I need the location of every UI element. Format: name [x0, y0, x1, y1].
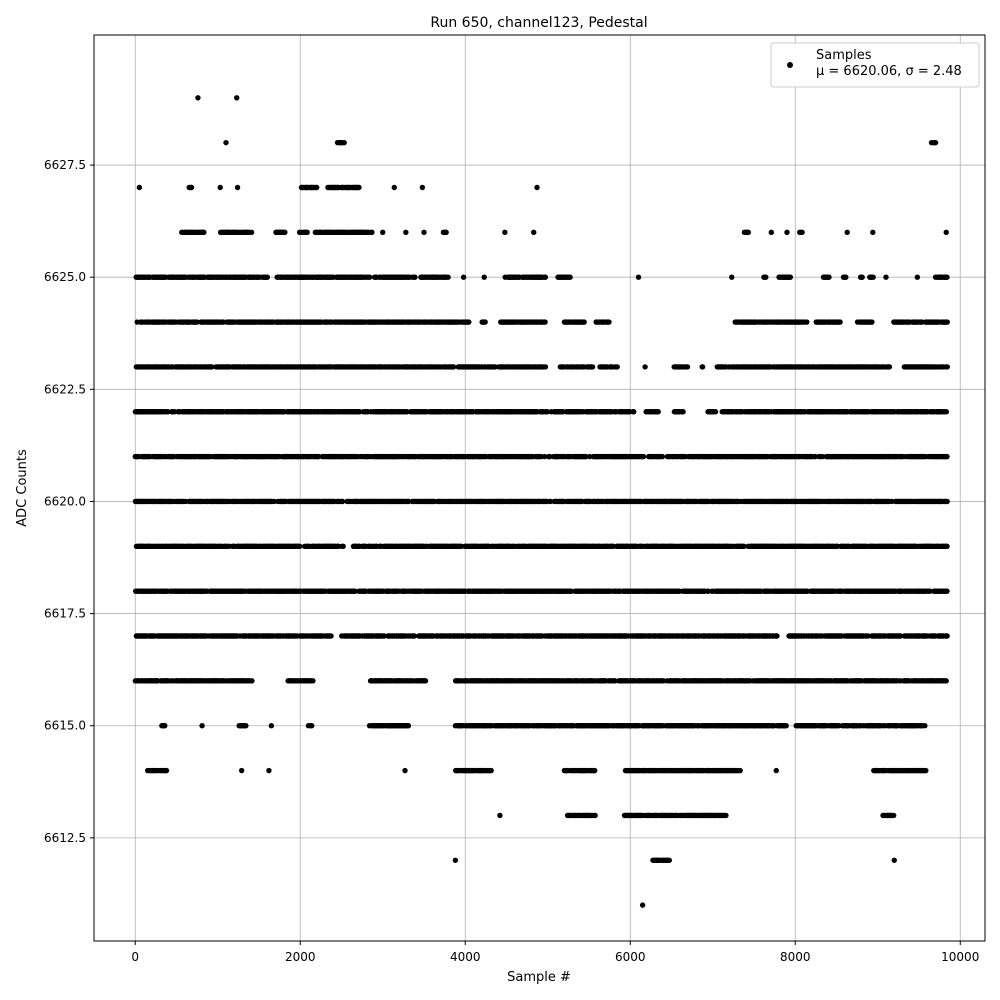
sample-point [932, 139, 939, 146]
sample-point [339, 498, 346, 505]
sample-point [369, 229, 375, 236]
sample-point [843, 274, 849, 280]
sample-point [341, 139, 347, 146]
sample-point [531, 229, 537, 236]
sample-point [195, 95, 201, 101]
sample-point [745, 229, 752, 236]
sample-point [844, 229, 850, 236]
sample-point [655, 409, 661, 415]
chart-title: Run 650, channel123, Pedestal [430, 15, 647, 31]
sample-point [466, 319, 472, 325]
sample-point [870, 229, 876, 236]
sample-point [581, 319, 587, 325]
sample-point [502, 229, 508, 236]
sample-point [264, 274, 271, 280]
sample-point [567, 274, 573, 280]
sample-point [356, 184, 362, 191]
sample-point [356, 409, 363, 415]
sample-point [421, 229, 427, 236]
sample-point [699, 364, 706, 370]
sample-point [282, 229, 288, 236]
sample-point [642, 364, 648, 370]
sample-point [304, 229, 310, 236]
sample-point [366, 274, 373, 280]
sample-point [859, 274, 865, 280]
sample-point [684, 364, 691, 370]
sample-point [136, 184, 143, 191]
sample-point [460, 274, 467, 280]
sample-point [943, 229, 949, 236]
sample-point [248, 229, 255, 236]
sample-point [340, 543, 346, 550]
sample-point [712, 409, 719, 415]
sample-point [188, 184, 195, 191]
sample-point [768, 229, 775, 236]
sample-point [481, 274, 487, 280]
sample-point [869, 319, 875, 325]
sample-point [542, 274, 549, 280]
sample-point [234, 95, 240, 101]
sample-point [534, 184, 540, 191]
data-points [132, 95, 950, 908]
sample-point [614, 364, 620, 370]
sample-point [606, 319, 612, 325]
sample-point [944, 274, 950, 280]
sample-point [640, 453, 647, 460]
sample-point [403, 229, 409, 236]
sample-point [165, 409, 171, 415]
sample-point [804, 319, 810, 325]
sample-point [944, 498, 950, 505]
sample-point [450, 364, 457, 370]
sample-point [297, 543, 303, 550]
sample-point [380, 229, 386, 236]
sample-point [542, 364, 549, 370]
sample-point [763, 274, 769, 280]
sample-point [542, 319, 548, 325]
sample-point [391, 184, 397, 191]
sample-point [784, 229, 790, 236]
sample-point [944, 364, 950, 370]
sample-point [635, 274, 642, 280]
sample-point [944, 453, 950, 460]
sample-point [194, 319, 200, 325]
sample-point [443, 229, 449, 236]
sample-point [445, 274, 451, 280]
sample-point [826, 274, 832, 280]
sample-point [201, 229, 207, 236]
sample-point [659, 453, 666, 460]
sample-point [217, 184, 223, 191]
sample-point [787, 274, 794, 280]
sample-point [631, 409, 637, 415]
sample-point [799, 229, 805, 236]
sample-point [944, 543, 950, 550]
sample-point [589, 364, 596, 370]
sample-point [883, 274, 889, 280]
sample-point [419, 184, 426, 191]
sample-point [943, 409, 949, 415]
sample-point [944, 319, 950, 325]
sample-point [870, 274, 876, 280]
sample-point [314, 184, 320, 191]
sample-point [886, 364, 893, 370]
sample-point [234, 184, 241, 191]
sample-point [837, 319, 843, 325]
sample-point [412, 274, 418, 280]
sample-point [729, 274, 735, 280]
sample-point [223, 139, 229, 146]
sample-point [482, 319, 488, 325]
sample-point [914, 274, 921, 280]
sample-point [680, 409, 686, 415]
sample-point [209, 364, 215, 370]
